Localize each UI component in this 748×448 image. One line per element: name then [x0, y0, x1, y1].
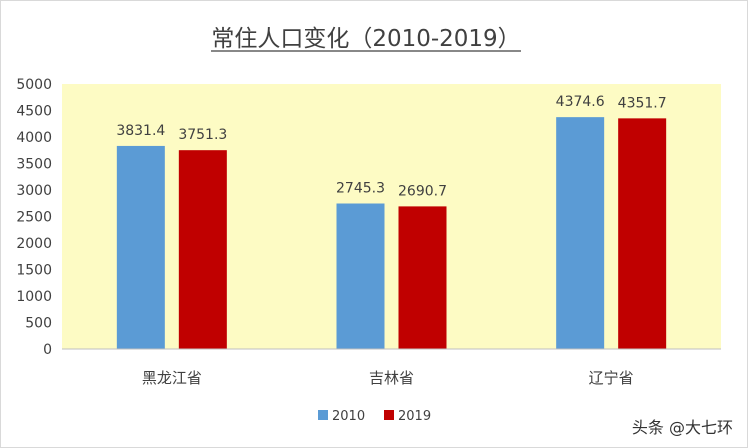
y-tick-label: 4000: [16, 130, 52, 146]
y-tick-label: 500: [25, 316, 52, 332]
y-tick-label: 2500: [16, 210, 52, 226]
bar-2019-0: [178, 150, 227, 349]
category-label: 吉林省: [369, 369, 414, 387]
plot-area: [62, 84, 721, 349]
value-labels: 3831.4 3751.3 2745.3 2690.7 4374.6 4351.7: [116, 94, 666, 199]
y-tick-label: 1000: [16, 289, 52, 305]
y-tick-label: 0: [43, 342, 52, 358]
chart-title: 常住人口变化（2010-2019）: [211, 26, 520, 52]
y-axis: 0 500 1000 1500 2000 2500 3000 3500 4000 4500 5000: [16, 77, 52, 358]
bar-2010-0: [116, 145, 165, 349]
legend-swatch: [318, 410, 328, 420]
y-tick-label: 5000: [16, 77, 52, 93]
y-tick-label: 2000: [16, 236, 52, 252]
bar-2019-1: [398, 206, 447, 349]
legend-label: 2010: [332, 409, 365, 424]
bar-2010-1: [336, 203, 385, 349]
legend-swatch: [384, 410, 394, 420]
value-label: 4374.6: [556, 94, 605, 110]
y-tick-label: 1500: [16, 263, 52, 279]
watermark: 头条 @大七环: [632, 418, 733, 437]
category-label: 黑龙江省: [142, 369, 202, 387]
value-label: 3831.4: [116, 123, 165, 139]
bars: [116, 117, 667, 350]
legend-label: 2019: [398, 409, 431, 424]
value-label: 3751.3: [178, 127, 227, 143]
value-label: 2745.3: [336, 180, 385, 196]
bar-2010-2: [556, 117, 605, 349]
category-label: 辽宁省: [589, 369, 634, 387]
x-axis: 黑龙江省 吉林省 辽宁省: [142, 369, 634, 387]
y-tick-label: 3000: [16, 183, 52, 199]
value-label: 2690.7: [398, 183, 447, 199]
bar-2019-2: [618, 118, 667, 350]
legend: 2010 2019: [318, 409, 431, 424]
y-tick-label: 3500: [16, 157, 52, 173]
value-label: 4351.7: [618, 95, 667, 111]
y-tick-label: 4500: [16, 104, 52, 120]
